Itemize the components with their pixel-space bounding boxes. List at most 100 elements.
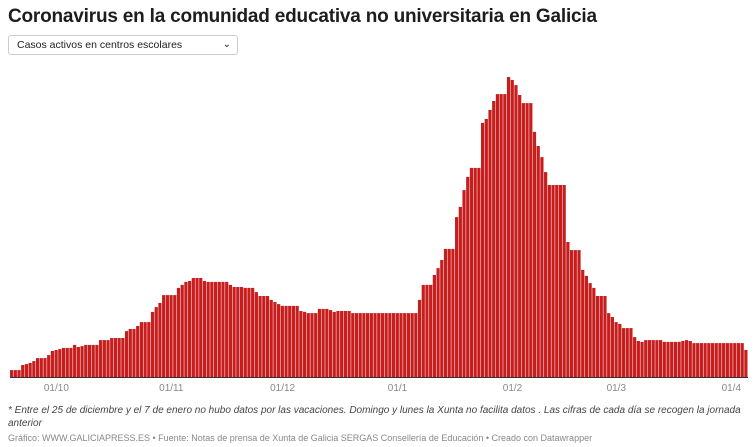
- bar: [321, 308, 325, 377]
- bar: [191, 278, 195, 377]
- bar: [625, 328, 629, 377]
- bar: [150, 311, 155, 377]
- bar: [165, 295, 169, 377]
- bar: [277, 304, 281, 377]
- bar: [69, 347, 73, 377]
- bar: [380, 313, 385, 377]
- bar: [440, 260, 444, 377]
- bar-chart: 01/10 01/11 01/12 01/1 01/2 01/3 01/4: [10, 77, 748, 394]
- bar: [710, 343, 715, 377]
- bar: [35, 358, 40, 377]
- bar: [740, 343, 744, 377]
- bar: [647, 340, 652, 377]
- bar: [124, 331, 129, 377]
- bar: [662, 341, 666, 377]
- bar: [213, 281, 218, 377]
- bar: [607, 313, 611, 377]
- bar: [577, 250, 581, 377]
- bar: [480, 122, 485, 378]
- bar: [725, 343, 729, 377]
- bar: [681, 341, 685, 377]
- bar: [113, 338, 118, 377]
- bar: [73, 344, 77, 377]
- bar: [17, 370, 21, 377]
- bar: [518, 95, 522, 377]
- bar: [206, 281, 210, 377]
- bar: [547, 185, 551, 377]
- bar: [362, 313, 366, 377]
- bar: [43, 358, 47, 377]
- bar: [658, 340, 663, 377]
- bar: [50, 350, 54, 377]
- bar: [269, 299, 273, 377]
- bar: [195, 278, 199, 377]
- bar: [388, 313, 392, 377]
- bar: [521, 103, 525, 377]
- bar: [458, 206, 462, 377]
- bar: [644, 340, 648, 377]
- bar: [447, 248, 451, 377]
- bar: [299, 311, 303, 377]
- bar: [61, 347, 66, 377]
- bar: [251, 287, 255, 377]
- bar: [332, 311, 336, 377]
- bar: [354, 313, 359, 377]
- x-tick-label: 01/12: [270, 383, 295, 394]
- bar: [217, 281, 221, 377]
- bar: [677, 341, 681, 377]
- bar: [121, 338, 125, 377]
- bar: [562, 185, 566, 377]
- bar: [369, 313, 373, 377]
- bar: [169, 295, 173, 377]
- bar: [406, 313, 411, 377]
- bar: [684, 340, 689, 377]
- bar: [328, 310, 333, 377]
- bar: [499, 94, 503, 377]
- bar: [173, 295, 177, 377]
- bar: [610, 317, 614, 377]
- dataset-select-value: Casos activos en centros escolares: [17, 39, 183, 51]
- bar: [421, 284, 425, 377]
- x-tick-label: 01/2: [503, 383, 523, 394]
- bar: [529, 103, 533, 377]
- bar: [503, 94, 507, 377]
- bar: [651, 340, 655, 377]
- bar: [451, 248, 455, 377]
- bar: [696, 343, 700, 377]
- bar: [588, 283, 592, 377]
- bar: [384, 313, 388, 377]
- bar: [84, 344, 88, 377]
- bar: [462, 190, 466, 377]
- bar: [514, 85, 518, 377]
- bar: [258, 296, 262, 377]
- bar: [432, 275, 436, 377]
- bar: [510, 80, 514, 377]
- bar: [180, 284, 184, 377]
- bar: [399, 313, 403, 377]
- bar: [373, 313, 377, 377]
- bar: [340, 311, 344, 377]
- dataset-select[interactable]: Casos activos en centros escolares ⌄: [8, 35, 238, 55]
- bar: [722, 343, 726, 377]
- bar: [65, 347, 69, 377]
- bar: [469, 167, 474, 377]
- chart-footer: * Entre el 25 de diciembre y el 7 de ene…: [8, 404, 752, 444]
- bar: [614, 322, 618, 377]
- bar: [302, 311, 307, 377]
- bar: [262, 296, 266, 377]
- bar: [633, 337, 637, 377]
- bar: [21, 365, 25, 377]
- bar: [525, 103, 529, 377]
- bar: [443, 248, 448, 377]
- bar: [110, 338, 114, 377]
- bar: [477, 167, 481, 377]
- bar: [581, 269, 585, 377]
- bar: [295, 305, 299, 377]
- bar: [162, 295, 166, 377]
- bar: [239, 287, 244, 377]
- x-tick-label: 01/4: [722, 383, 742, 394]
- bar: [147, 322, 151, 377]
- bar: [455, 217, 459, 377]
- bar: [24, 364, 29, 377]
- chart-note: * Entre el 25 de diciembre y el 7 de ene…: [8, 405, 741, 429]
